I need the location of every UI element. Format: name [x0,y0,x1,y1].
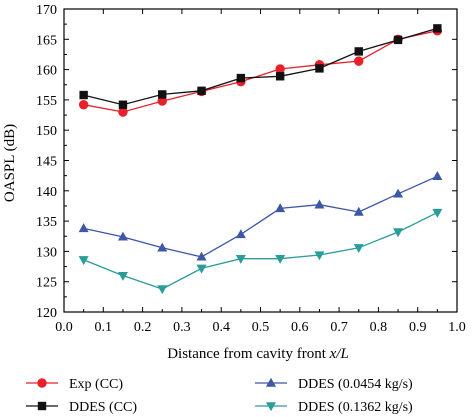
data-point [117,271,128,281]
legend-entry: DDES (0.0454 kg/s) [255,377,413,392]
data-point [433,24,442,33]
data-point [314,199,325,209]
legend-marker [266,377,276,387]
legend-entry: DDES (0.1362 kg/s) [255,400,413,415]
data-point [118,100,128,109]
data-point [315,64,324,73]
data-point [353,206,364,216]
data-point [354,47,363,56]
y-tick-label: 130 [36,245,57,260]
series-4 [78,208,443,295]
series-line [83,27,438,106]
data-point [393,228,404,238]
legend-marker [37,401,47,411]
legend-label: DDES (0.0454 kg/s) [298,377,413,392]
data-point [235,229,246,239]
data-point [354,56,364,66]
series-2 [79,24,442,109]
y-tick-label: 120 [36,306,57,321]
data-point [78,100,89,110]
data-point [314,251,325,261]
axes: 0.0 0.1 0.2 0.3 0.4 0.5 0.6 0.7 0.8 0.9 1.0 120 125 1… [36,3,466,335]
data-point [78,223,89,233]
legend: Exp (CC) DDES (CC) DDES (0.0454 kg/s) DDES … [26,377,413,415]
y-axis-title: OASPL (dB) [2,124,18,202]
data-point [393,35,403,45]
y-tick-label: 145 [36,155,57,170]
series-layer [78,24,443,295]
data-point [196,264,207,274]
legend-label: DDES (0.1362 kg/s) [298,400,413,415]
legend-marker [37,378,47,388]
data-point [157,242,168,252]
x-tick-label: 0.9 [409,320,427,335]
y-tick-label: 135 [36,215,57,230]
series-1 [78,26,443,117]
data-point [432,171,443,180]
data-point [235,254,246,264]
data-point [275,203,286,213]
data-point [78,256,89,266]
y-tick-label: 125 [36,276,57,291]
data-point [117,231,128,241]
plot-frame [63,8,458,313]
data-point [158,90,167,99]
x-tick-label: 0.1 [95,320,113,335]
legend-label: Exp (CC) [69,377,123,392]
data-point [353,244,364,253]
y-tick-label: 155 [36,94,57,109]
x-axis-title-text: Distance from cavity front [167,346,329,362]
y-tick-label: 160 [36,64,57,79]
x-tick-label: 0.2 [134,320,152,335]
data-point [393,188,404,198]
data-point [118,107,128,117]
x-tick-label: 0.8 [370,320,388,335]
x-tick-label: 0.5 [252,320,270,335]
series-line [83,175,438,258]
x-tick-label: 1.0 [448,320,466,335]
legend-entry: DDES (CC) [26,400,137,415]
data-point [79,90,88,100]
x-axis-title-variable: x/L [329,346,349,362]
x-tick-label: 0.3 [173,320,191,335]
series-3 [78,171,443,261]
x-tick-label: 0.4 [212,320,230,335]
data-point [275,64,285,74]
x-axis-title: Distance from cavity front x/L [167,346,349,362]
legend-entry: Exp (CC) [26,377,123,392]
y-tick-label: 150 [36,124,57,139]
y-tick-label: 165 [36,33,57,48]
data-point [275,72,285,81]
legend-marker [266,402,276,412]
x-tick-label: 0.0 [55,320,73,335]
y-tick-label: 140 [36,185,57,200]
y-tick-label: 170 [36,3,57,18]
data-point [157,285,168,295]
data-point [432,208,443,218]
series-line [83,212,438,290]
legend-label: DDES (CC) [69,400,137,415]
data-point [197,86,206,96]
data-point [275,254,286,264]
series-line [83,30,438,113]
data-point [236,73,246,83]
x-tick-label: 0.6 [291,320,309,335]
x-tick-label: 0.7 [330,320,348,335]
data-point [196,251,207,261]
